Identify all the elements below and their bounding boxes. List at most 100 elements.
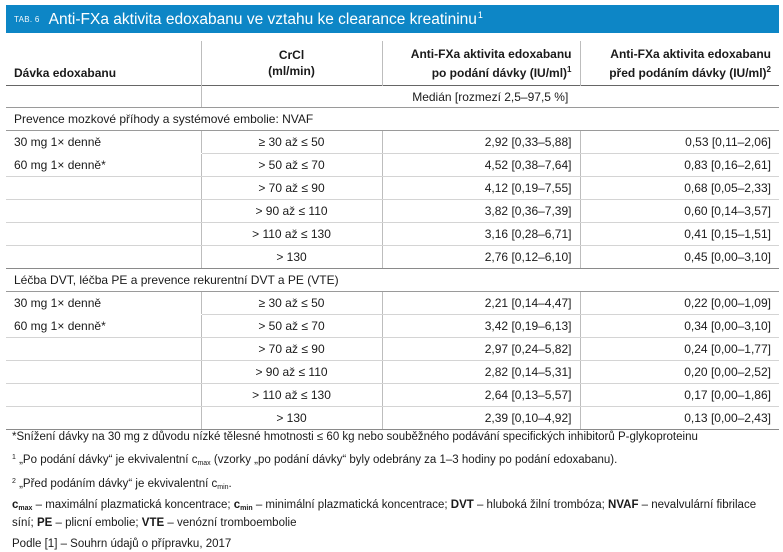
footnote-before-dose: 2 „Před podáním dávky“ je ekvivalentní c… bbox=[12, 474, 777, 495]
abbr-vte-text: – venózní tromboembolie bbox=[164, 517, 297, 529]
header-after-dose: Anti-FXa aktivita edoxabanu po podání dá… bbox=[381, 41, 580, 86]
dose-cell bbox=[6, 406, 201, 430]
footnote-before-marker: 2 bbox=[12, 478, 16, 485]
before-dose-cell: 0,41 [0,15–1,51] bbox=[579, 222, 779, 246]
dose-cell bbox=[6, 199, 201, 223]
footnote-before-text-b: . bbox=[228, 478, 232, 490]
dose-cell: 30 mg 1× denně bbox=[14, 135, 102, 149]
abbr-pe: PE bbox=[36, 517, 53, 529]
abbr-nvaf-text: – nevalvulární fibrilace síní; bbox=[12, 499, 757, 529]
crcl-cell: > 50 až ≤ 70 bbox=[200, 314, 382, 338]
footnote-before-sub: min bbox=[217, 484, 229, 491]
footnote-abbreviations: c max – maximální plazmatická koncentrace… bbox=[12, 498, 777, 531]
crcl-cell: > 90 až ≤ 110 bbox=[200, 360, 382, 384]
after-dose-cell: 3,42 [0,19–6,13] bbox=[381, 314, 580, 338]
dose-cell: 60 mg 1× denně* bbox=[6, 153, 201, 177]
abbr-dvt-text: – hluboká žilní trombóza; bbox=[473, 499, 609, 511]
before-dose-cell: 0,60 [0,14–3,57] bbox=[579, 199, 779, 223]
header-crcl-line1: CrCl bbox=[278, 48, 305, 62]
table-row: > 70 až ≤ 90 2,97 [0,24–5,82] 0,24 [0,00–1… bbox=[6, 337, 779, 361]
crcl-cell: > 110 až ≤ 130 bbox=[200, 383, 382, 407]
after-dose-cell: 2,92 [0,33–5,88] bbox=[381, 130, 580, 154]
table-row: > 130 2,39 [0,10–4,92] 0,13 [0,00–2,43] bbox=[6, 406, 779, 430]
header-before-dose: Anti-FXa aktivita edoxabanu před podáním… bbox=[579, 41, 779, 86]
abbr-nvaf: NVAF bbox=[608, 499, 639, 511]
section-title: Léčba DVT, léčba PE a prevence rekurentn… bbox=[6, 268, 779, 292]
after-dose-cell: 2,39 [0,10–4,92] bbox=[381, 406, 580, 430]
header-crcl-line2: (ml/min) bbox=[268, 64, 315, 78]
footnote-after-text-b: (vzorky „po podání dávky“ byly odebrány … bbox=[210, 454, 618, 466]
header-after-line1: Anti-FXa aktivita edoxabanu bbox=[410, 46, 572, 61]
data-table: Dávka edoxabanu CrCl (ml/min) Anti-FXa a… bbox=[6, 41, 779, 430]
after-dose-cell: 3,82 [0,36–7,39] bbox=[381, 199, 580, 223]
header-before-line2: před podáním dávky (IU/ml)2 bbox=[581, 62, 771, 81]
after-dose-cell: 3,16 [0,28–6,71] bbox=[381, 222, 580, 246]
table-row: > 130 2,76 [0,12–6,10] 0,45 [0,00–3,10] bbox=[6, 245, 779, 269]
table-title-text: Anti-FXa aktivita edoxabanu ve vztahu ke… bbox=[48, 10, 477, 28]
header-dose: Dávka edoxabanu bbox=[14, 66, 117, 80]
table-row: 30 mg 1× denně ≥ 30 až ≤ 50 2,92 [0,33–5,8… bbox=[6, 130, 779, 154]
footnote-after-text-a: „Po podání dávky“ je ekvivalentní c bbox=[15, 454, 198, 466]
footnotes: *Snížení dávky na 30 mg z důvodu nízké t… bbox=[12, 430, 777, 552]
abbr-vte: VTE bbox=[141, 517, 165, 529]
table-row: > 110 až ≤ 130 3,16 [0,28–6,71] 0,41 [0,15… bbox=[6, 222, 779, 246]
header-before-line2-text: před podáním dávky (IU/ml) bbox=[609, 65, 767, 80]
abbr-cmax-sub: max bbox=[18, 505, 33, 512]
footnote-before-text-a: „Před podáním dávky“ je ekvivalentní c bbox=[15, 478, 218, 490]
header-row: Dávka edoxabanu CrCl (ml/min) Anti-FXa a… bbox=[6, 41, 779, 86]
header-after-line2-text: po podání dávky (IU/ml) bbox=[431, 65, 568, 80]
median-label: Medián [rozmezí 2,5–97,5 %] bbox=[200, 85, 779, 108]
table-row: 60 mg 1× denně* > 50 až ≤ 70 3,42 [0,19–6,… bbox=[6, 314, 779, 338]
source-note: Podle [1] – Souhrn údajů o přípravku, 20… bbox=[12, 538, 232, 550]
table-title-footnote-ref: 1 bbox=[477, 9, 483, 20]
dose-cell bbox=[6, 222, 201, 246]
dose-cell bbox=[6, 383, 201, 407]
crcl-cell: > 130 bbox=[200, 245, 382, 269]
table-row: 60 mg 1× denně* > 50 až ≤ 70 4,52 [0,38–7,… bbox=[6, 153, 779, 177]
before-dose-cell: 0,45 [0,00–3,10] bbox=[579, 245, 779, 269]
before-dose-cell: 0,68 [0,05–2,33] bbox=[579, 176, 779, 200]
table-figure: TAB. 6 Anti-FXa aktivita edoxabanu ve vz… bbox=[6, 5, 779, 550]
header-crcl: CrCl (ml/min) bbox=[200, 41, 382, 86]
header-after-footnote-ref: 1 bbox=[567, 64, 572, 74]
after-dose-cell: 4,52 [0,38–7,64] bbox=[381, 153, 580, 177]
before-dose-cell: 0,83 [0,16–2,61] bbox=[579, 153, 779, 177]
table-row: > 90 až ≤ 110 2,82 [0,14–5,31] 0,20 [0,00–… bbox=[6, 360, 779, 384]
before-dose-cell: 0,17 [0,00–1,86] bbox=[579, 383, 779, 407]
dose-cell bbox=[6, 245, 201, 269]
crcl-cell: > 70 až ≤ 90 bbox=[200, 176, 382, 200]
median-row: Medián [rozmezí 2,5–97,5 %] bbox=[6, 85, 779, 108]
dose-cell bbox=[6, 360, 201, 384]
dose-cell: 30 mg 1× denně bbox=[14, 296, 102, 310]
after-dose-cell: 2,21 [0,14–4,47] bbox=[381, 291, 580, 315]
before-dose-cell: 0,53 [0,11–2,06] bbox=[579, 130, 779, 154]
footnote-after-marker: 1 bbox=[12, 454, 16, 461]
footnote-after-sub: max bbox=[197, 460, 211, 467]
abbr-cmin-c: c bbox=[233, 499, 241, 511]
abbr-cmin-sub: min bbox=[240, 505, 253, 512]
table-row: > 110 až ≤ 130 2,64 [0,13–5,57] 0,17 [0,00… bbox=[6, 383, 779, 407]
crcl-cell: > 50 až ≤ 70 bbox=[200, 153, 382, 177]
crcl-cell: > 130 bbox=[200, 406, 382, 430]
before-dose-cell: 0,13 [0,00–2,43] bbox=[579, 406, 779, 430]
table-row: 30 mg 1× denně ≥ 30 až ≤ 50 2,21 [0,14–4,4… bbox=[6, 291, 779, 315]
before-dose-cell: 0,24 [0,00–1,77] bbox=[579, 337, 779, 361]
section-title: Prevence mozkové příhody a systémové emb… bbox=[6, 107, 779, 131]
crcl-cell: > 90 až ≤ 110 bbox=[200, 199, 382, 223]
abbr-cmin-text: – minimální plazmatická koncentrace; bbox=[252, 499, 451, 511]
footnote-after-dose: 1 „Po podání dávky“ je ekvivalentní cmax… bbox=[12, 450, 777, 471]
crcl-cell: ≥ 30 až ≤ 50 bbox=[200, 291, 382, 315]
median-empty-cell bbox=[6, 85, 201, 108]
section-row: Léčba DVT, léčba PE a prevence rekurentn… bbox=[6, 268, 779, 292]
before-dose-cell: 0,22 [0,00–1,09] bbox=[579, 291, 779, 315]
before-dose-cell: 0,34 [0,00–3,10] bbox=[579, 314, 779, 338]
header-after-line2: po podání dávky (IU/ml)1 bbox=[383, 62, 572, 81]
before-dose-cell: 0,20 [0,00–2,52] bbox=[579, 360, 779, 384]
after-dose-cell: 2,97 [0,24–5,82] bbox=[381, 337, 580, 361]
dose-cell bbox=[6, 176, 201, 200]
after-dose-cell: 2,82 [0,14–5,31] bbox=[381, 360, 580, 384]
header-before-footnote-ref: 2 bbox=[766, 64, 771, 74]
abbr-cmax-text: – maximální plazmatická koncentrace; bbox=[32, 499, 234, 511]
abbr-pe-text: – plicní embolie; bbox=[52, 517, 142, 529]
crcl-cell: ≥ 30 až ≤ 50 bbox=[200, 130, 382, 154]
